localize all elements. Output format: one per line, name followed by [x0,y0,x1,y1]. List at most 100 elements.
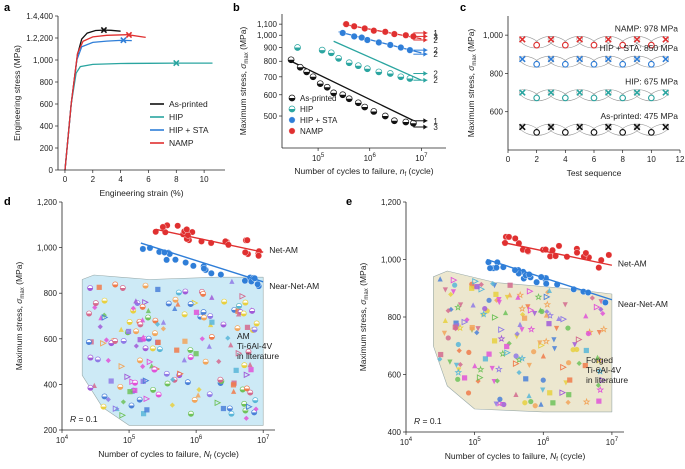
e-literature-point [543,312,549,318]
e-literature-point [546,321,552,327]
b-legend-marker-fill [289,98,295,101]
e-literature-point [585,330,592,337]
c-point-NAMP [576,35,584,43]
d-literature-point-fill [164,383,171,387]
e-ylabel: Maximum stress, σmax (MPa) [358,263,370,372]
d-ytick-label: 200 [44,426,58,435]
d-literature-point [195,392,201,398]
c-point-HIP + STA [533,60,541,68]
c-series-label: HIP: 675 MPa [625,77,678,87]
b-runout-count: 1 [433,29,438,38]
b-point-HIP + STA [386,41,394,49]
c-point-HIP [647,94,655,102]
e-literature-point [598,299,604,305]
e-xtick-label: 107 [606,437,619,447]
e-literature-point [461,375,468,381]
e-literature-point [526,287,534,295]
a-legend-label: HIP + STA [169,125,209,135]
d-xtick-label: 106 [190,435,203,445]
d-literature-point-fill [142,348,149,351]
e-literature-point [474,330,480,336]
e-literature-point [452,324,458,330]
d-literature-point [103,337,110,343]
d-literature-point [193,309,200,315]
b-point-As-printed-fill [346,98,353,102]
e-xlabel: Number of cycles to failure, Nf (cycle) [445,451,586,463]
e-literature-point [532,311,538,317]
d-Net-AM-point [174,222,182,230]
e-ytick-label: 1,000 [381,256,402,265]
a-xtick-label: 8 [174,175,179,184]
b-point-As-printed-fill [310,76,317,80]
b-point-NAMP [370,27,378,35]
e-literature-point [437,276,443,282]
e-Net-AM-point [573,249,581,257]
e-literature-point [598,306,604,312]
d-literature-point-fill [192,399,198,403]
e-Net-AM-point [555,242,563,250]
d-ytick-label: 800 [44,289,58,298]
e-literature-point [476,365,485,373]
b-ytick-label: 700 [264,73,278,82]
panel-label-b: b [233,2,240,14]
data-points [64,20,670,421]
b-legend-marker-fill [289,109,295,112]
d-Near-Net-AM-point [139,245,147,253]
d-literature-point [146,358,154,366]
d-Net-AM-point [159,223,167,231]
e-region-label-3: in literature [586,375,628,385]
d-literature-point-fill [145,317,151,321]
a-ytick-label: 1,000 [33,56,54,65]
d-literature-point-fill [242,302,248,306]
b-point-NAMP [381,28,389,36]
e-literature-point [445,335,451,341]
d-literature-point-fill [241,313,247,317]
d-literature-point [137,337,143,343]
b-point-As-printed-fill [297,67,304,71]
d-literature-point [245,403,253,411]
a-ytick-label: 400 [40,122,54,131]
e-literature-point [482,306,488,312]
axes [55,14,681,435]
e-literature-region [433,270,613,413]
e-literature-point [456,323,464,332]
panel-label-d: d [4,196,11,208]
c-point-As-printed [533,129,541,136]
d-Near-Net-AM-label: Near-Net-AM [269,281,319,291]
d-literature-point [244,324,251,330]
e-literature-point [596,367,605,375]
e-literature-point [447,359,453,365]
e-literature-point [489,365,495,372]
c-point-As-printed [561,129,569,136]
d-literature-point [124,373,132,381]
c-point-HIP + STA [561,60,569,68]
e-literature-point [525,304,531,310]
d-literature-point [155,286,161,293]
d-literature-point [229,278,235,284]
b-point-HIP-fill [375,71,382,75]
c-xtick-label: 8 [620,155,625,164]
b-legend-label: HIP [300,105,313,114]
c-point-NAMP [604,35,612,43]
d-literature-point [120,399,126,405]
b-runout-HIP-head [423,77,428,83]
e-literature-point [526,392,532,399]
e-literature-point [599,325,608,333]
b-runout-count: 2 [433,70,438,79]
e-literature-point [513,391,519,398]
e-literature-point [596,385,605,394]
d-literature-point [169,402,175,408]
d-literature-point-fill [221,301,227,305]
e-literature-point [520,311,526,318]
c-point-As-printed [547,123,555,131]
a-xtick-label: 6 [146,175,151,184]
b-point-HIP-fill [294,47,301,51]
d-literature-point-fill [203,361,209,365]
c-point-HIP [604,89,612,96]
e-literature-point [466,349,472,356]
e-literature-point [470,302,476,308]
e-literature-point [469,285,475,291]
d-literature-point [239,292,247,300]
d-literature-point-fill [134,303,141,306]
